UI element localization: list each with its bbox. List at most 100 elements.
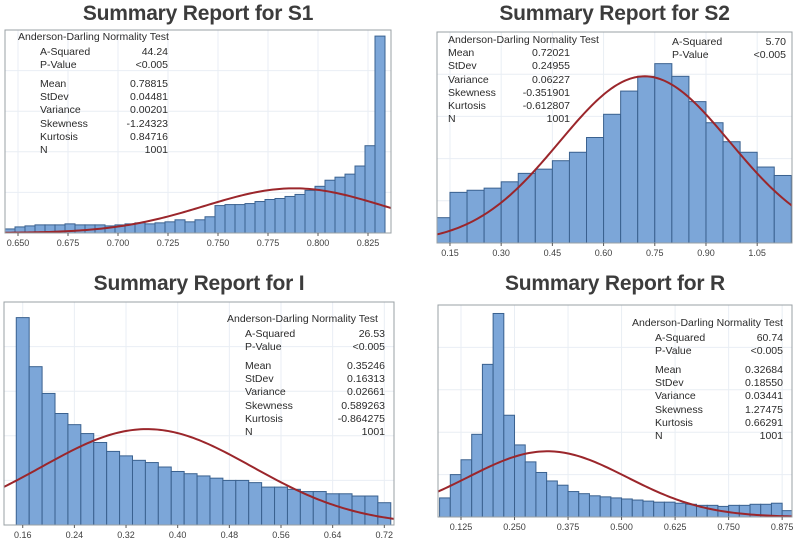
histogram-bar	[377, 502, 392, 525]
stat-value: <0.005	[352, 340, 385, 353]
histogram-bar	[106, 450, 121, 525]
stat-value: 1001	[759, 429, 783, 442]
histogram-bars	[5, 35, 386, 233]
stats-heading: Anderson-Darling Normality Test	[18, 31, 169, 43]
stat-label: Kurtosis	[655, 416, 693, 429]
tick-label: 0.750	[207, 238, 230, 248]
histogram-bar	[483, 187, 502, 243]
stat-value: 44.24	[141, 45, 168, 58]
histogram-bar	[534, 168, 553, 243]
stat-row: A-Squared 26.53	[245, 328, 385, 341]
histogram-bar	[728, 504, 740, 517]
histogram-bar	[234, 204, 246, 233]
histogram-bar	[588, 495, 601, 517]
stat-row: Mean 0.35246	[245, 360, 385, 373]
histogram-bar	[170, 470, 185, 525]
stat-value: 0.35246	[347, 359, 385, 372]
histogram-bar	[144, 223, 156, 233]
stat-label: Mean	[655, 363, 682, 376]
stat-row: P-Value <0.005	[40, 59, 168, 72]
stat-value: 0.32684	[745, 363, 783, 376]
histogram-bar	[671, 75, 690, 243]
stat-value: <0.005	[135, 58, 168, 71]
normal-curve	[4, 428, 394, 520]
histogram-bar	[184, 221, 196, 233]
stat-row: Mean 0.78815	[40, 78, 168, 91]
histogram-bar	[492, 312, 505, 517]
stats-group: A-Squared 44.24 P-Value <0.005	[40, 46, 168, 72]
histogram-bar	[274, 486, 288, 525]
stat-label: StDev	[448, 60, 477, 73]
histogram-bar	[254, 201, 266, 233]
stat-row: StDev 0.24955	[448, 60, 570, 73]
stat-label: P-Value	[655, 344, 692, 357]
stats-group: A-Squared 5.70 P-Value <0.005	[672, 36, 786, 62]
tick-label: 0.30	[492, 248, 510, 258]
histogram-bar	[460, 459, 473, 517]
tick-label: 0.250	[503, 522, 526, 532]
stat-row: Skewness -0.351901	[448, 87, 570, 100]
histogram-bar	[67, 424, 82, 525]
stat-row: Variance 0.02661	[245, 386, 385, 399]
histogram-bar	[481, 363, 494, 517]
stat-row: Kurtosis -0.612807	[448, 100, 570, 113]
histogram-bar	[80, 433, 95, 525]
tick-label: 0.725	[157, 238, 180, 248]
stat-label: StDev	[40, 91, 69, 104]
stat-value: 1001	[144, 143, 168, 156]
stat-value: 0.02661	[347, 386, 385, 399]
histogram-bar	[93, 441, 108, 525]
stat-row: Skewness 1.27475	[655, 404, 783, 417]
histogram-bar	[556, 484, 569, 517]
histogram-bar	[28, 366, 43, 525]
tick-label: 0.750	[717, 522, 740, 532]
histogram-bar	[471, 433, 483, 517]
stat-label: Variance	[655, 390, 696, 403]
histogram-chart: 0.650 0.675 0.700 0.725 0.750 0.775 0.800 0.825	[4, 29, 392, 248]
histogram-bar	[620, 90, 639, 243]
normal-curve	[438, 450, 792, 517]
stat-row: A-Squared 5.70	[672, 36, 786, 49]
histogram-bar	[248, 482, 263, 525]
histogram-bar	[705, 122, 724, 243]
stat-label: A-Squared	[655, 331, 706, 344]
stat-label: StDev	[655, 377, 684, 390]
histogram-bar	[551, 160, 570, 243]
tick-label: 0.45	[544, 248, 562, 258]
histogram-bar	[524, 461, 537, 517]
stat-value: 0.24955	[532, 60, 570, 73]
histogram-bar	[739, 151, 758, 243]
stat-row: Skewness 0.589263	[245, 400, 385, 413]
panel-title: Summary Report for S1	[82, 2, 314, 25]
stat-label: P-Value	[245, 340, 282, 353]
stat-value: <0.005	[753, 49, 786, 62]
summary-panel-s1: Summary Report for S1 0.650 0.675 0.700 0.7…	[0, 0, 398, 270]
histogram-bars	[15, 317, 392, 525]
histogram-bar	[264, 199, 276, 233]
stat-label: Variance	[40, 104, 81, 117]
histogram-bar	[603, 113, 622, 243]
histogram-bar	[154, 222, 166, 233]
stats-heading: Anderson-Darling Normality Test	[227, 313, 378, 325]
histogram-bar	[54, 413, 69, 525]
histogram-bar	[546, 480, 558, 517]
stat-value: 0.589263	[341, 399, 385, 412]
stat-label: N	[40, 143, 48, 156]
plot-frame	[3, 301, 395, 526]
stats-group: Mean 0.72021 StDev 0.24955 Variance 0.06227 Sk…	[448, 47, 570, 126]
histogram-bar	[503, 414, 516, 517]
tick-label: 0.24	[66, 530, 84, 540]
histogram-bar	[157, 466, 172, 525]
histogram-bar	[586, 137, 605, 243]
stats-group: Mean 0.32684 StDev 0.18550 Variance 0.03441 Sk…	[655, 364, 783, 443]
histogram-bar	[284, 195, 296, 233]
panel-title: Summary Report for I	[93, 272, 305, 295]
tick-label: 0.60	[595, 248, 613, 258]
stat-label: A-Squared	[245, 327, 296, 340]
histogram-bar	[15, 317, 30, 525]
histogram-bar	[631, 499, 644, 517]
histogram-bar	[214, 205, 226, 233]
histogram-bar	[437, 217, 451, 243]
stats-group: A-Squared 60.74 P-Value <0.005	[655, 332, 783, 358]
stat-label: Mean	[40, 77, 67, 90]
